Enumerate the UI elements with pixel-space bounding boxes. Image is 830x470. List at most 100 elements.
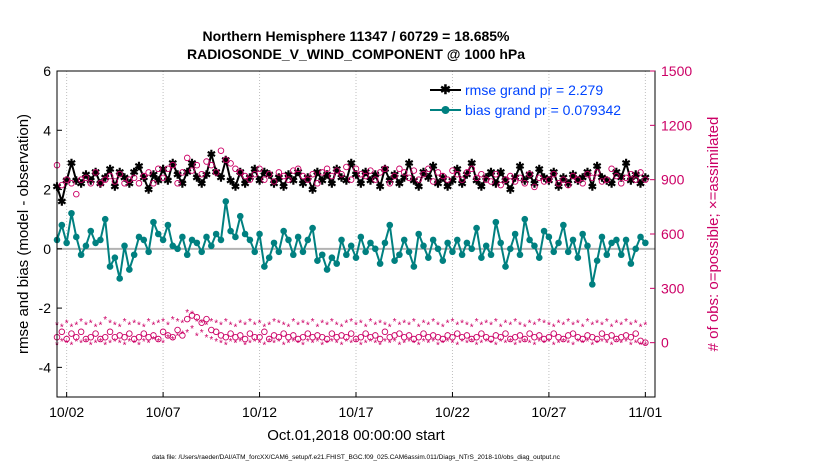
rmse-point: ✱ — [342, 176, 351, 188]
obs-assimilated-day-point: * — [581, 322, 585, 333]
obs-possible-day-point — [193, 161, 201, 169]
obs-assimilated-day-point: * — [151, 321, 155, 332]
bias-point — [468, 245, 476, 253]
obs-assimilated-day-point: * — [484, 319, 488, 330]
bias-point — [362, 248, 369, 256]
bias-point — [449, 248, 456, 256]
rmse-point: ✱ — [617, 173, 626, 185]
obs-possible-day-point — [473, 174, 480, 182]
x-tick-label: 10/07 — [146, 404, 181, 420]
obs-possible-night-point — [237, 332, 244, 339]
rmse-point: ✱ — [86, 176, 95, 188]
bias-point — [145, 248, 152, 256]
obs-possible-day-point — [410, 167, 418, 174]
obs-assimilated-day-point: * — [373, 321, 377, 332]
obs-possible-night-point — [405, 332, 413, 339]
obs-possible-day-point — [328, 172, 336, 180]
obs-assimilated-night-point: * — [446, 337, 450, 348]
obs-possible-day-point — [608, 165, 615, 173]
rmse-point: ✱ — [197, 179, 206, 191]
obs-assimilated-night-point: * — [586, 337, 590, 348]
rmse-point: ✱ — [279, 182, 288, 194]
bias-point — [174, 245, 181, 253]
obs-possible-night-point — [632, 330, 639, 337]
obs-assimilated-night-point: * — [397, 340, 401, 351]
obs-assimilated-day-point: * — [296, 321, 300, 332]
obs-assimilated-day-point: * — [537, 317, 541, 328]
obs-possible-day-point — [502, 176, 509, 183]
obs-assimilated-day-point: * — [407, 321, 411, 332]
obs-possible-night-point — [593, 335, 601, 343]
obs-possible-day-point — [150, 180, 157, 187]
obs-possible-day-point — [227, 160, 234, 167]
rmse-point: ✱ — [496, 167, 505, 179]
obs-assimilated-day-point: * — [180, 319, 184, 330]
rmse-point: ✱ — [467, 158, 476, 170]
bias-point — [507, 245, 514, 253]
obs-possible-day-point — [564, 181, 572, 189]
obs-assimilated-day-point: * — [166, 321, 170, 332]
obs-assimilated-night-point: * — [84, 337, 88, 348]
obs-possible-day-point — [323, 165, 331, 173]
obs-assimilated-day-point: * — [441, 322, 445, 333]
obs-assimilated-day-point: * — [335, 321, 339, 332]
obs-possible-day-point — [439, 172, 447, 180]
obs-possible-night-point — [174, 326, 181, 334]
obs-possible-night-point — [536, 332, 543, 339]
obs-assimilated-night-point: * — [335, 339, 339, 350]
obs-possible-day-point — [299, 172, 307, 180]
obs-possible-day-point — [73, 190, 80, 198]
rmse-point: ✱ — [91, 167, 100, 179]
bias-point — [415, 230, 422, 238]
rmse-point: ✱ — [183, 167, 192, 179]
obs-possible-night-point — [569, 330, 577, 337]
x-tick-label: 10/17 — [338, 404, 373, 420]
obs-possible-night-point — [106, 328, 114, 336]
rmse-point: ✱ — [245, 173, 254, 185]
obs-assimilated-night-point: * — [151, 335, 155, 346]
rmse-point: ✱ — [202, 170, 211, 182]
bias-point — [106, 263, 114, 270]
obs-assimilated-night-point: * — [359, 340, 363, 351]
obs-possible-day-point — [381, 165, 389, 173]
legend-rmse-label: rmse grand pr = 2.279 — [465, 82, 603, 98]
bias-point — [87, 227, 95, 235]
obs-assimilated-night-point: * — [475, 340, 479, 351]
bias-point — [198, 248, 205, 256]
obs-assimilated-night-point: * — [499, 337, 503, 348]
rmse-point: ✱ — [303, 173, 312, 185]
obs-assimilated-night-point: * — [470, 337, 474, 348]
obs-assimilated-night-point: * — [504, 339, 508, 350]
obs-assimilated-night-point: * — [301, 340, 305, 351]
rmse-point: ✱ — [77, 179, 86, 191]
bias-point — [251, 248, 259, 256]
obs-assimilated-day-point: * — [547, 321, 551, 332]
obs-possible-night-point — [381, 328, 389, 336]
footer-datafile: data file: /Users/raeder/DAI/ATM_forcXX/… — [152, 454, 561, 461]
obs-assimilated-night-point: * — [94, 339, 98, 350]
rmse-point: ✱ — [173, 170, 182, 182]
obs-possible-day-point — [256, 165, 263, 173]
obs-assimilated-night-point: * — [402, 339, 406, 350]
obs-possible-day-point — [270, 178, 278, 185]
x-tick-label: 11/01 — [628, 404, 662, 420]
obs-possible-night-point — [241, 335, 249, 343]
obs-assimilated-night-point: * — [460, 337, 464, 348]
obs-assimilated-night-point: * — [349, 339, 353, 350]
bias-point — [208, 242, 215, 250]
obs-possible-day-point — [246, 176, 254, 183]
bias-point — [405, 248, 413, 256]
obs-possible-night-point — [256, 333, 263, 341]
data-layer: ✱✱✱✱✱✱✱✱✱✱✱✱✱✱✱✱✱✱✱✱✱✱✱✱✱✱✱✱✱✱✱✱✱✱✱✱✱✱✱✱… — [52, 147, 650, 351]
obs-possible-day-point — [429, 178, 437, 185]
bias-point — [511, 230, 519, 238]
bias-point — [193, 239, 201, 247]
obs-possible-day-point — [589, 174, 596, 182]
rmse-point: ✱ — [212, 167, 221, 179]
bias-point — [333, 260, 341, 267]
bias-point — [154, 230, 162, 238]
obs-assimilated-night-point: * — [614, 337, 618, 348]
rmse-point: ✱ — [486, 167, 495, 179]
rmse-point: ✱ — [308, 185, 317, 197]
bias-point — [68, 209, 75, 217]
